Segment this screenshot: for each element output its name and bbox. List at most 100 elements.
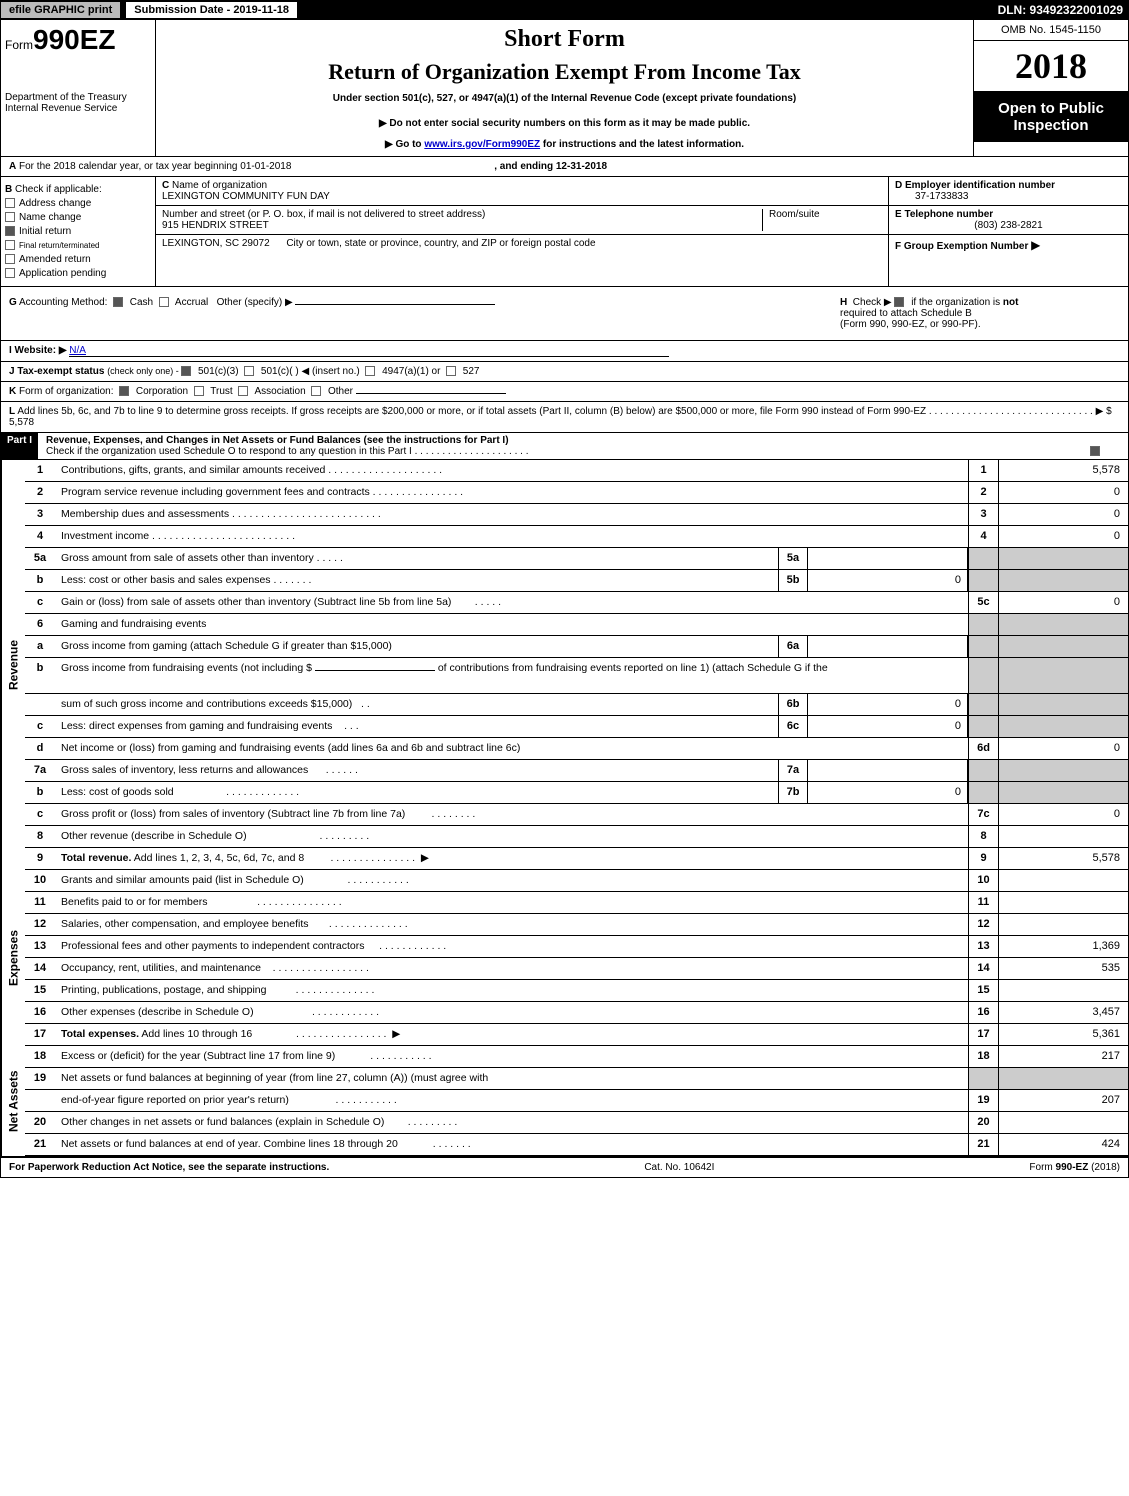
city-label: City or town, state or province, country…: [286, 238, 595, 249]
mid-val-6c: 0: [808, 716, 968, 737]
line-desc-6d: Net income or (loss) from gaming and fun…: [55, 738, 968, 759]
ein-label: D Employer identification number: [895, 180, 1055, 191]
checkbox-4947[interactable]: [365, 366, 375, 376]
right-no-4: 4: [968, 526, 998, 547]
efile-print-button[interactable]: efile GRAPHIC print: [0, 1, 121, 19]
label-b: B: [5, 184, 12, 195]
checkbox-h[interactable]: [894, 297, 904, 307]
checkbox-corporation[interactable]: [119, 386, 129, 396]
checkbox-accrual[interactable]: [159, 297, 169, 307]
checkbox-cash[interactable]: [113, 297, 123, 307]
line-no-8: 8: [25, 826, 55, 847]
right-val-12: [998, 914, 1128, 935]
line-10: 10 Grants and similar amounts paid (list…: [25, 870, 1129, 892]
mid-no-6c: 6c: [778, 716, 808, 737]
netassets-table: Net Assets 18 Excess or (deficit) for th…: [0, 1046, 1129, 1156]
checkbox-527[interactable]: [446, 366, 456, 376]
right-val-14: 535: [998, 958, 1128, 979]
dln-label: DLN: 93492322001029: [992, 1, 1129, 19]
right-val-5b-shaded: [998, 570, 1128, 591]
right-no-6b2-shaded: [968, 694, 998, 715]
association-label: Association: [255, 386, 306, 397]
mid-no-7b: 7b: [778, 782, 808, 803]
line-desc-7a: Gross sales of inventory, less returns a…: [61, 764, 308, 776]
checkbox-schedule-o[interactable]: [1090, 446, 1100, 456]
line-no-5c: c: [25, 592, 55, 613]
line-no-6a: a: [25, 636, 55, 657]
section-l: L Add lines 5b, 6c, and 7b to line 9 to …: [0, 402, 1129, 433]
trust-label: Trust: [210, 386, 232, 397]
return-title: Return of Organization Exempt From Incom…: [162, 59, 967, 85]
ein-value: 37-1733833: [915, 191, 968, 202]
top-bar: efile GRAPHIC print Submission Date - 20…: [0, 0, 1129, 20]
right-val-5c: 0: [998, 592, 1128, 613]
website-link[interactable]: N/A: [69, 345, 669, 357]
line-14: 14 Occupancy, rent, utilities, and maint…: [25, 958, 1129, 980]
line-no-15: 15: [25, 980, 55, 1001]
other-org-input[interactable]: [356, 393, 506, 394]
tax-year-begin: For the 2018 calendar year, or tax year …: [19, 161, 291, 172]
line-desc-2: Program service revenue including govern…: [61, 486, 370, 498]
accounting-method-label: Accounting Method:: [19, 297, 107, 308]
right-no-6a-shaded: [968, 636, 998, 657]
mid-val-5a: [808, 548, 968, 569]
checkbox-association[interactable]: [238, 386, 248, 396]
line-desc-12: Salaries, other compensation, and employ…: [61, 918, 308, 930]
line-no-6: 6: [25, 614, 55, 635]
h-text-3: required to attach Schedule B: [840, 308, 972, 319]
tax-year-end: , and ending 12-31-2018: [494, 161, 607, 172]
right-no-17: 17: [968, 1024, 998, 1045]
label-k: K: [9, 386, 16, 397]
checkbox-initial-return[interactable]: [5, 226, 15, 236]
right-val-19a-shaded: [998, 1068, 1128, 1089]
line-desc-10: Grants and similar amounts paid (list in…: [61, 874, 304, 886]
fundraising-amount-input[interactable]: [315, 670, 435, 671]
irs-link[interactable]: www.irs.gov/Form990EZ: [424, 139, 540, 150]
line-desc-6a: Gross income from gaming (attach Schedul…: [55, 636, 778, 657]
checkbox-amended[interactable]: [5, 254, 15, 264]
line-desc-21: Net assets or fund balances at end of ye…: [61, 1138, 398, 1150]
check-if-applicable: Check if applicable:: [15, 184, 102, 195]
line-18: 18 Excess or (deficit) for the year (Sub…: [25, 1046, 1129, 1068]
line-no-6d: d: [25, 738, 55, 759]
form-of-org-label: Form of organization:: [19, 386, 114, 397]
street-label: Number and street (or P. O. box, if mail…: [162, 209, 485, 220]
line-desc-19b: end-of-year figure reported on prior yea…: [61, 1094, 289, 1106]
line-desc-5a: Gross amount from sale of assets other t…: [61, 552, 314, 564]
right-val-18: 217: [998, 1046, 1128, 1067]
initial-return-label: Initial return: [19, 226, 71, 237]
right-no-6b1-shaded: [968, 658, 998, 693]
group-exemption-label: F Group Exemption Number: [895, 241, 1028, 252]
checkbox-other-org[interactable]: [311, 386, 321, 396]
line-no-3: 3: [25, 504, 55, 525]
checkbox-trust[interactable]: [194, 386, 204, 396]
right-no-10: 10: [968, 870, 998, 891]
line-9: 9 Total revenue. Add lines 1, 2, 3, 4, 5…: [25, 848, 1129, 870]
right-no-2: 2: [968, 482, 998, 503]
right-no-11: 11: [968, 892, 998, 913]
org-name: LEXINGTON COMMUNITY FUN DAY: [162, 191, 330, 202]
checkbox-address-change[interactable]: [5, 198, 15, 208]
line-desc-8: Other revenue (describe in Schedule O): [61, 830, 247, 842]
label-l: L: [9, 406, 15, 417]
checkbox-final-return[interactable]: [5, 240, 15, 250]
checkbox-app-pending[interactable]: [5, 268, 15, 278]
right-val-6b2-shaded: [998, 694, 1128, 715]
line-desc-6b-3: sum of such gross income and contributio…: [61, 698, 352, 710]
right-no-15: 15: [968, 980, 998, 1001]
line-no-5b: b: [25, 570, 55, 591]
right-no-3: 3: [968, 504, 998, 525]
line-desc-7b: Less: cost of goods sold: [61, 786, 174, 798]
checkbox-name-change[interactable]: [5, 212, 15, 222]
footer-right: Form 990-EZ (2018): [1029, 1162, 1120, 1173]
right-val-6c-shaded: [998, 716, 1128, 737]
line-7c: c Gross profit or (loss) from sales of i…: [25, 804, 1129, 826]
mid-val-6b: 0: [808, 694, 968, 715]
line-desc-6: Gaming and fundraising events: [55, 614, 968, 635]
checkbox-501c3[interactable]: [181, 366, 191, 376]
checkbox-501c[interactable]: [244, 366, 254, 376]
revenue-vlabel: Revenue: [1, 460, 25, 870]
other-specify-input[interactable]: [295, 304, 495, 305]
form-number: Form990EZ: [5, 24, 151, 56]
right-no-1: 1: [968, 460, 998, 481]
